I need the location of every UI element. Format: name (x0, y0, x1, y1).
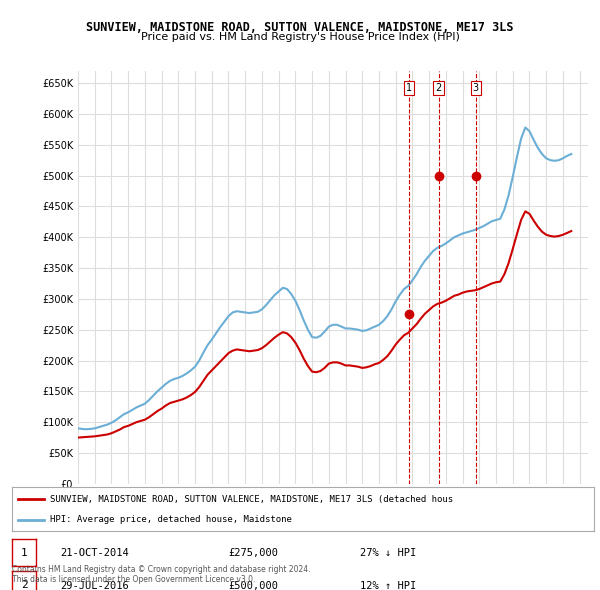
Text: HPI: Average price, detached house, Maidstone: HPI: Average price, detached house, Maid… (50, 516, 292, 525)
Text: 2: 2 (436, 83, 442, 93)
Text: 1: 1 (406, 83, 412, 93)
Text: Price paid vs. HM Land Registry's House Price Index (HPI): Price paid vs. HM Land Registry's House … (140, 32, 460, 42)
Text: 27% ↓ HPI: 27% ↓ HPI (360, 549, 416, 558)
Text: Contains HM Land Registry data © Crown copyright and database right 2024.
This d: Contains HM Land Registry data © Crown c… (12, 565, 311, 584)
Text: SUNVIEW, MAIDSTONE ROAD, SUTTON VALENCE, MAIDSTONE, ME17 3LS (detached hous: SUNVIEW, MAIDSTONE ROAD, SUTTON VALENCE,… (50, 494, 453, 504)
Text: 3: 3 (473, 83, 479, 93)
Text: 1: 1 (20, 548, 28, 558)
Text: 29-JUL-2016: 29-JUL-2016 (60, 581, 129, 590)
Text: £275,000: £275,000 (228, 549, 278, 558)
Text: SUNVIEW, MAIDSTONE ROAD, SUTTON VALENCE, MAIDSTONE, ME17 3LS: SUNVIEW, MAIDSTONE ROAD, SUTTON VALENCE,… (86, 21, 514, 34)
Text: 2: 2 (20, 580, 28, 590)
Text: 12% ↑ HPI: 12% ↑ HPI (360, 581, 416, 590)
Text: £500,000: £500,000 (228, 581, 278, 590)
Text: 21-OCT-2014: 21-OCT-2014 (60, 549, 129, 558)
